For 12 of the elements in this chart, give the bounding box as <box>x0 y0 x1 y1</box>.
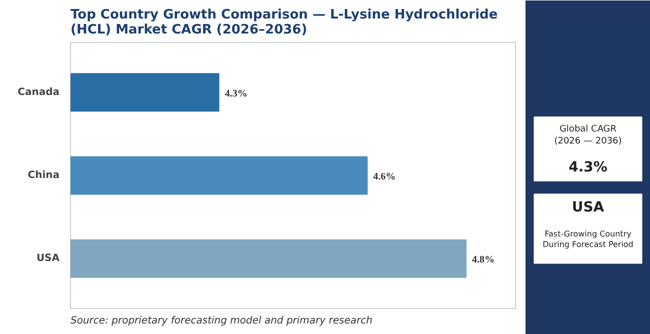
data-label: 4.8% <box>472 254 495 266</box>
text: 4.3% <box>568 160 608 176</box>
text: Fast-Growing Country During Forecast Period <box>542 229 634 250</box>
y-tick-label: China <box>28 170 60 181</box>
data-label: 4.6% <box>373 172 396 182</box>
y-tick-label: Canada <box>18 86 60 98</box>
text: Global CAGR (2026 — 2036) <box>554 124 622 147</box>
chart-title: Top Country Growth Comparison — L-Lysine Hydrochloride (HCL) Market CAGR (2026–2036) <box>70 8 498 38</box>
data-label: 4.3% <box>224 88 248 100</box>
source-note: Source: proprietary forecasting model and primary research <box>70 316 372 326</box>
y-tick-label: USA <box>36 253 60 264</box>
text: USA <box>572 199 604 216</box>
